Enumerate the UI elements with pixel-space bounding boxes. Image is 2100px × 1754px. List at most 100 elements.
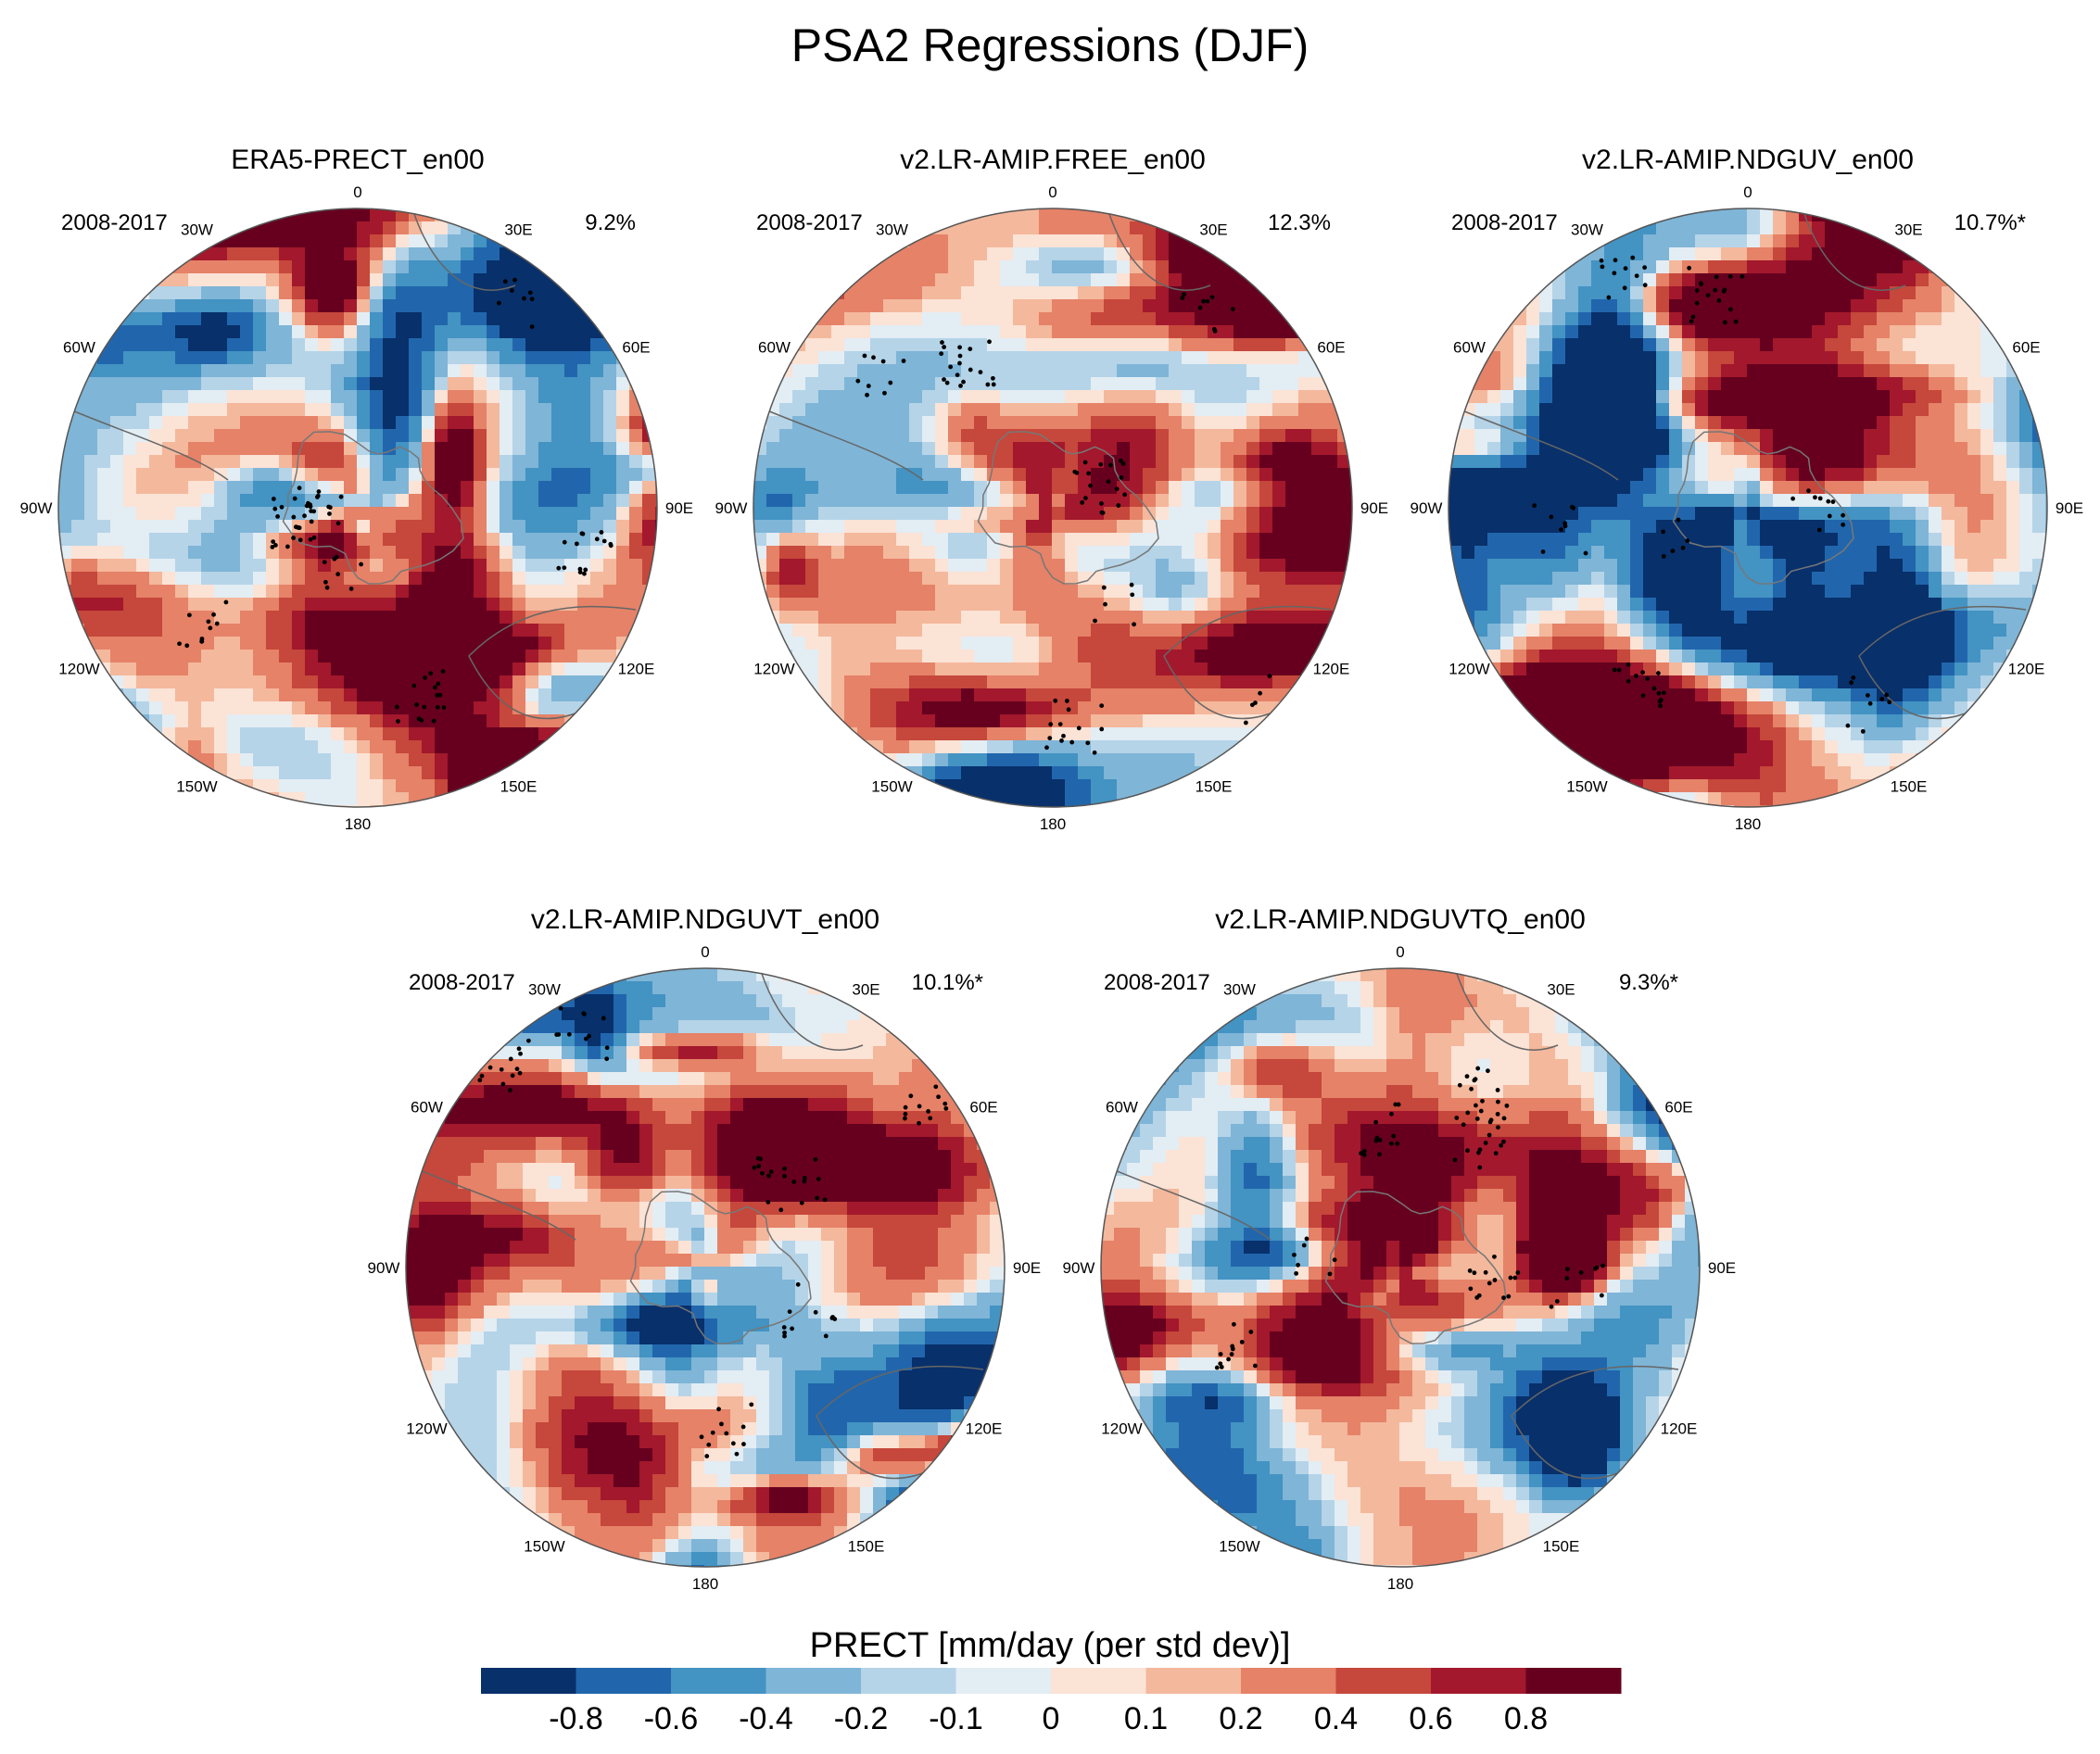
field-cell bbox=[577, 520, 591, 534]
field-cell bbox=[396, 779, 410, 793]
field-cell bbox=[987, 753, 1001, 767]
field-cell bbox=[331, 338, 345, 352]
field-cell bbox=[1513, 403, 1527, 417]
field-cell bbox=[1812, 351, 1826, 365]
field-cell bbox=[1760, 208, 1774, 222]
field-cell bbox=[1487, 429, 1501, 443]
field-cell bbox=[292, 753, 306, 767]
field-cell bbox=[448, 312, 462, 326]
field-cell bbox=[1864, 299, 1878, 313]
field-cell bbox=[422, 390, 436, 404]
field-cell bbox=[1734, 260, 1748, 274]
field-cell bbox=[577, 325, 591, 339]
field-cell bbox=[448, 351, 462, 365]
field-cell bbox=[318, 247, 332, 261]
field-cell bbox=[844, 390, 858, 404]
field-cell bbox=[474, 273, 487, 287]
field-cell bbox=[1156, 338, 1170, 352]
field-cell bbox=[1916, 533, 1929, 547]
field-cell bbox=[1233, 351, 1247, 365]
field-cell bbox=[1565, 520, 1579, 534]
field-cell bbox=[844, 598, 858, 612]
field-cell bbox=[935, 546, 949, 560]
field-cell bbox=[383, 714, 397, 728]
field-cell bbox=[948, 312, 962, 326]
field-cell bbox=[279, 701, 293, 715]
field-cell bbox=[948, 624, 962, 637]
field-cell bbox=[1630, 494, 1644, 508]
field-cell bbox=[1195, 507, 1208, 521]
field-cell bbox=[305, 701, 319, 715]
field-cell bbox=[1916, 494, 1929, 508]
field-cell bbox=[461, 766, 474, 780]
field-cell bbox=[1169, 234, 1183, 248]
field-cell bbox=[344, 312, 358, 326]
field-cell bbox=[1993, 364, 2007, 378]
field-cell bbox=[564, 455, 578, 469]
field-cell bbox=[844, 338, 858, 352]
field-cell bbox=[1000, 624, 1014, 637]
field-cell bbox=[1890, 442, 1904, 456]
field-cell bbox=[1747, 572, 1761, 586]
longitude-label: 180 bbox=[345, 815, 371, 833]
field-cell bbox=[435, 468, 449, 482]
field-cell bbox=[538, 481, 552, 495]
field-cell bbox=[883, 585, 897, 599]
field-cell bbox=[1708, 338, 1722, 352]
field-cell bbox=[1091, 351, 1105, 365]
stipple-dot bbox=[206, 619, 211, 625]
field-cell bbox=[1565, 312, 1579, 326]
stipple-dot bbox=[437, 692, 443, 698]
field-cell bbox=[1890, 351, 1904, 365]
field-cell bbox=[831, 546, 845, 560]
field-cell bbox=[1078, 351, 1092, 365]
field-cell bbox=[1955, 520, 1968, 534]
field-cell bbox=[2019, 442, 2033, 456]
field-cell bbox=[1643, 338, 1657, 352]
stipple-dot bbox=[1061, 733, 1066, 738]
field-cell bbox=[1208, 624, 1221, 637]
field-cell bbox=[1786, 416, 1800, 430]
field-cell bbox=[123, 442, 137, 456]
field-cell bbox=[1104, 792, 1118, 806]
field-cell bbox=[266, 585, 280, 599]
field-cell bbox=[1091, 260, 1105, 274]
field-cell bbox=[305, 611, 319, 625]
field-cell bbox=[1324, 416, 1338, 430]
field-cell bbox=[344, 792, 358, 806]
field-cell bbox=[1143, 247, 1157, 261]
field-cell bbox=[1104, 273, 1118, 287]
field-cell bbox=[448, 650, 462, 663]
field-cell bbox=[201, 637, 215, 650]
field-cell bbox=[1195, 585, 1208, 599]
stipple-dot bbox=[323, 579, 328, 585]
field-cell bbox=[1500, 533, 1514, 547]
field-cell bbox=[331, 429, 345, 443]
field-cell bbox=[590, 442, 604, 456]
field-cell bbox=[870, 727, 884, 741]
field-cell bbox=[396, 546, 410, 560]
field-cell bbox=[422, 662, 436, 676]
field-cell bbox=[948, 701, 962, 715]
field-cell bbox=[461, 338, 474, 352]
field-cell bbox=[1838, 338, 1852, 352]
field-cell bbox=[1233, 662, 1247, 676]
field-cell bbox=[792, 650, 806, 663]
field-cell bbox=[1591, 494, 1605, 508]
field-cell bbox=[110, 338, 124, 352]
field-cell bbox=[1955, 364, 1968, 378]
field-cell bbox=[331, 351, 345, 365]
field-cell bbox=[1000, 377, 1014, 391]
field-cell bbox=[564, 572, 578, 586]
field-cell bbox=[577, 688, 591, 702]
field-cell bbox=[1091, 637, 1105, 650]
field-cell bbox=[1721, 377, 1735, 391]
field-cell bbox=[448, 662, 462, 676]
field-cell bbox=[1182, 533, 1195, 547]
field-cell bbox=[253, 377, 267, 391]
field-cell bbox=[1285, 364, 1299, 378]
field-cell bbox=[396, 221, 410, 235]
field-cell bbox=[71, 455, 85, 469]
field-cell bbox=[1324, 377, 1338, 391]
field-cell bbox=[318, 520, 332, 534]
